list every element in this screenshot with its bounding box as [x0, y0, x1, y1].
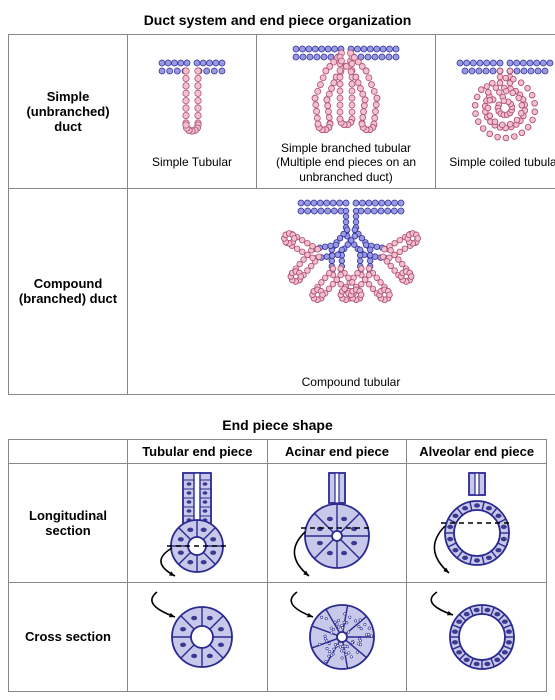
cap-simple-tubular: Simple Tubular [132, 155, 252, 169]
cross-acinar-diagram [277, 587, 397, 687]
table-row: Longitudinal section [9, 463, 547, 582]
simple-branched-diagram [286, 39, 406, 139]
long-tubular-diagram [137, 468, 257, 578]
cell-long-alveolar [407, 463, 547, 582]
duct-system-table: Simple (unbranched) duct Simple Tubular … [8, 34, 555, 395]
table-row: Compound (branched) duct Compound tubula… [9, 189, 555, 394]
cap-compound-tubular: Compound tubular [132, 375, 555, 389]
cell-simple-branched: Simple branched tubular (Multiple end pi… [257, 35, 436, 189]
simple-tubular-diagram [157, 53, 227, 153]
cell-long-acinar [267, 463, 407, 582]
compound-tubular-diagram [221, 193, 481, 373]
section1-title: Duct system and end piece organization [8, 12, 547, 28]
cell-simple-tubular: Simple Tubular [128, 35, 257, 189]
cap-simple-branched: Simple branched tubular (Multiple end pi… [261, 141, 431, 184]
row-label-simple: Simple (unbranched) duct [9, 35, 128, 189]
cell-compound-tubular: Compound tubular [128, 189, 555, 394]
row-label-longitudinal: Longitudinal section [9, 463, 128, 582]
cross-tubular-diagram [137, 587, 257, 687]
long-alveolar-diagram [417, 468, 537, 578]
cell-long-tubular [128, 463, 268, 582]
table-row: Simple (unbranched) duct Simple Tubular … [9, 35, 555, 189]
long-acinar-diagram [277, 468, 397, 578]
cap-simple-coiled: Simple coiled tubular [440, 155, 555, 169]
end-piece-table: Tubular end piece Acinar end piece Alveo… [8, 439, 547, 692]
simple-coiled-diagram [450, 53, 555, 153]
blank-header [9, 439, 128, 463]
section2-title: End piece shape [8, 417, 547, 433]
cross-alveolar-diagram [417, 587, 537, 687]
table-row: Tubular end piece Acinar end piece Alveo… [9, 439, 547, 463]
col-header-alveolar: Alveolar end piece [407, 439, 547, 463]
col-header-acinar: Acinar end piece [267, 439, 407, 463]
cell-simple-coiled: Simple coiled tubular [436, 35, 555, 189]
row-label-compound: Compound (branched) duct [9, 189, 128, 394]
col-header-tubular: Tubular end piece [128, 439, 268, 463]
